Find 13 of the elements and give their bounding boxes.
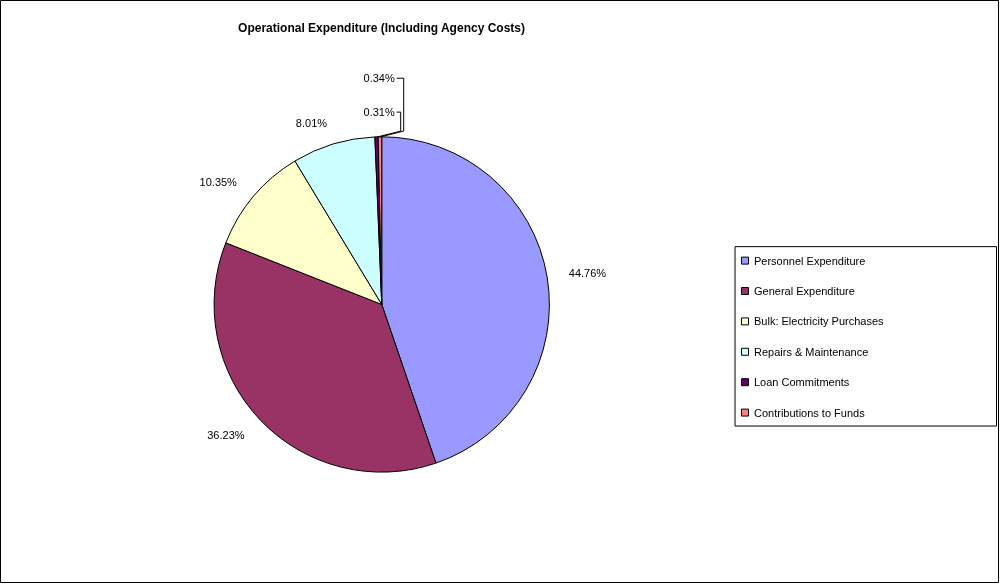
legend-label: Contributions to Funds bbox=[753, 406, 866, 419]
legend-label: Bulk: Electricity Purchases bbox=[753, 315, 885, 328]
chart-title: Operational Expenditure (Including Agency Costs) bbox=[238, 21, 525, 36]
data-label: 44.76% bbox=[568, 267, 607, 280]
data-label: 36.23% bbox=[207, 429, 245, 442]
legend-label: General Expenditure bbox=[753, 285, 855, 297]
legend-label: Repairs & Maintenance bbox=[753, 345, 869, 358]
data-label: 8.01% bbox=[295, 117, 328, 130]
legend-label: Loan Commitments bbox=[753, 376, 850, 389]
data-label: 0.34% bbox=[363, 72, 395, 85]
legend-label: Personnel Expenditure bbox=[753, 254, 866, 267]
data-label: 0.31% bbox=[363, 106, 395, 119]
data-label: 10.35% bbox=[199, 176, 238, 189]
